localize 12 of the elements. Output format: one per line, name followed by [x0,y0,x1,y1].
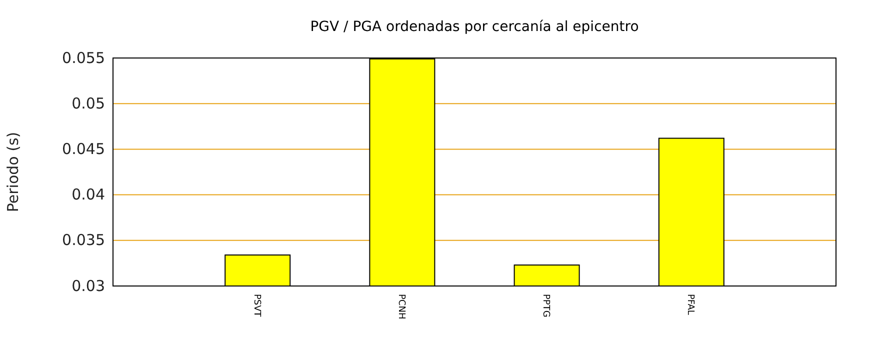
chart-title: PGV / PGA ordenadas por cercanía al epicentro [310,19,639,35]
x-tick-label: PFAL [685,294,696,315]
y-axis-title: Periodo (s) [4,132,22,212]
y-tick-label: 0.05 [72,94,105,112]
x-tick-label: PCNH [396,294,406,320]
y-tick-label: 0.04 [72,186,105,204]
y-tick-label: 0.055 [62,48,105,67]
y-tick-label: 0.035 [62,231,105,250]
x-tick-label: PPTG [540,294,551,318]
y-tick-label: 0.03 [72,276,105,295]
x-tick-label: PSVT [251,294,262,318]
y-tick-label: 0.045 [62,140,105,158]
